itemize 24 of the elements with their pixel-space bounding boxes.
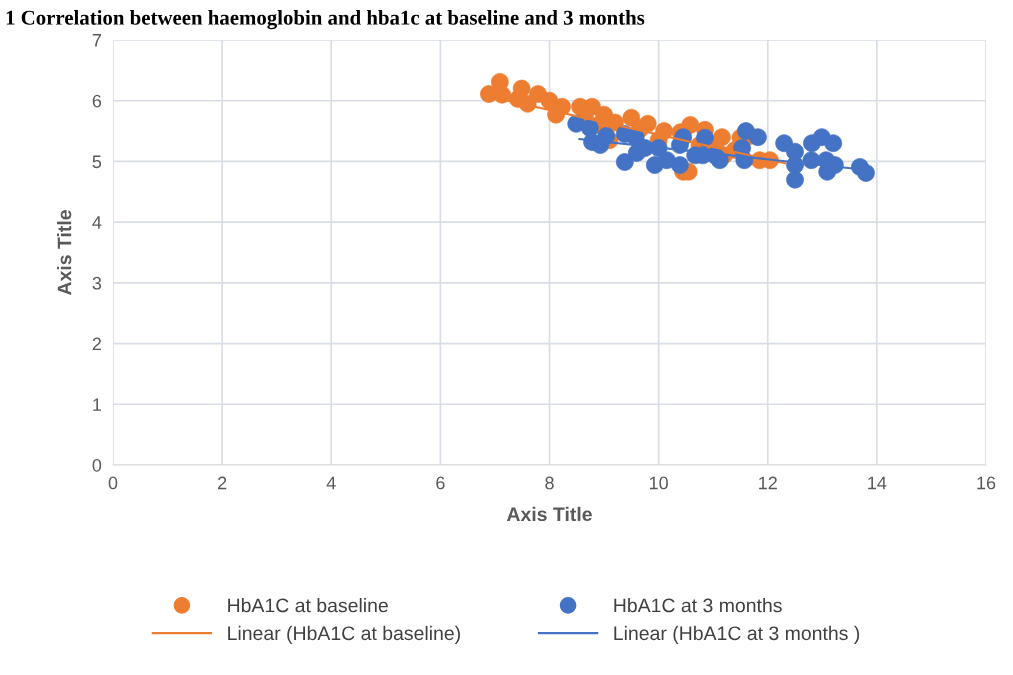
y-tick-label: 0 — [92, 458, 102, 472]
y-tick-label: 4 — [92, 216, 102, 229]
legend-label: HbA1C at baseline — [228, 598, 388, 613]
x-tick-label: 8 — [545, 476, 554, 490]
x-tick-label: 2 — [218, 476, 227, 490]
y-tick-label: 6 — [92, 94, 102, 108]
x-tick-label: 6 — [436, 476, 445, 490]
x-tick-label: 12 — [759, 476, 777, 490]
y-tick-label: 2 — [92, 337, 101, 351]
legend-label: Linear (HbA1C at 3 months ) — [614, 625, 860, 644]
legend-label: HbA1C at 3 months — [614, 598, 782, 613]
y-tick-label: 1 — [93, 398, 102, 411]
chart-title: 1 Correlation between haemoglobin and hba1c at baseline and 3 months — [6, 10, 645, 30]
y-tick-label: 7 — [92, 34, 101, 47]
x-tick-label: 0 — [108, 476, 118, 490]
legend-label: Linear (HbA1C at baseline) — [228, 625, 460, 644]
y-tick-label: 5 — [92, 155, 102, 169]
y-tick-label: 3 — [92, 276, 102, 290]
x-tick-label: 14 — [868, 476, 887, 490]
x-tick-label: 16 — [977, 476, 996, 490]
x-tick-label: 10 — [649, 476, 668, 490]
x-tick-label: 4 — [326, 476, 336, 490]
y-axis-title: Axis Title — [57, 210, 72, 296]
x-axis-title: Axis Title — [506, 506, 592, 522]
